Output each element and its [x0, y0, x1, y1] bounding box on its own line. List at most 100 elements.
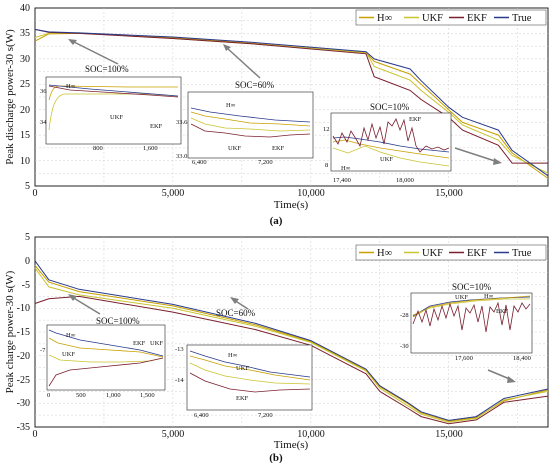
x-axis-label: Time(s): [274, 199, 309, 211]
lines-a: [34, 28, 549, 179]
ytick-label: 5: [25, 232, 30, 243]
ytick-label: 10: [20, 156, 30, 167]
legend-label: True: [512, 248, 532, 259]
inset-soc100: -7 0 500 1,000 1,500 H∞ UKF EKF UKF: [40, 324, 166, 399]
inset-xtick: 500: [76, 392, 86, 399]
arrowhead: [223, 44, 231, 51]
inset-line-ukf: [190, 117, 311, 132]
inset-line-hinf: [332, 139, 450, 159]
arrow: [454, 147, 499, 163]
inset-line-true: [332, 136, 450, 153]
inset-label: EKF: [272, 145, 285, 152]
inset-line-hinf: [189, 355, 311, 381]
inset-ytick: 34: [40, 119, 47, 126]
inset-label: UKF: [228, 145, 241, 152]
xtick-label: 5,000: [162, 429, 185, 440]
ytick-label: 15: [20, 130, 30, 141]
ytick-label: 25: [20, 79, 30, 90]
inset-ytick: 12: [323, 126, 330, 133]
xtick-label: 15,000: [435, 429, 463, 440]
inset-ytick: 33.0: [176, 153, 187, 160]
inset-label: EKF: [133, 340, 146, 347]
xtick-label: 10,000: [297, 188, 325, 199]
inset-line-ekf: [412, 301, 531, 333]
inset-xtick: 1,500: [140, 392, 155, 399]
inset-label: EKF: [150, 123, 163, 130]
inset-xtick: 6,400: [194, 412, 209, 419]
inset-xtick: 7,200: [258, 159, 273, 166]
inset-soc60: -13 -14 6,400 7,200 H∞ UKF EKF: [175, 344, 313, 419]
inset-frame: [45, 76, 182, 145]
inset-ytick: 36: [40, 88, 47, 95]
inset-label: EKF: [409, 116, 422, 123]
inset-xtick: 17,600: [455, 355, 473, 362]
inset-label: H∞: [341, 165, 351, 172]
inset-label: UKF: [150, 340, 163, 347]
inset-line-hinf: [190, 111, 311, 127]
xtick-label: 15,000: [435, 188, 463, 199]
xtick-label: 0: [33, 429, 38, 440]
inset-label: H∞: [228, 352, 238, 359]
series-line-true: [34, 260, 549, 421]
inset-xtick: 18,000: [396, 177, 414, 184]
inset-xtick: 0: [47, 392, 50, 399]
inset-label: UKF: [236, 365, 249, 372]
inset-line-ukf: [332, 145, 450, 167]
inset-xtick: 17,400: [333, 177, 351, 184]
inset-label: UKF: [62, 351, 75, 358]
inset-line-ekf: [190, 123, 311, 138]
legend-label: EKF: [467, 248, 487, 259]
inset-label: UKF: [380, 156, 393, 163]
inset-xtick: 18,400: [513, 355, 531, 362]
inset-xtick: 7,200: [258, 412, 273, 419]
series-line-ekf: [34, 295, 549, 425]
inset-label: H∞: [226, 102, 236, 109]
ytick-label: -5: [22, 280, 30, 291]
panel-a: 5 10 15 20 25 30 35 40 0 5,000 10,000 15…: [4, 3, 549, 227]
arrowhead: [493, 158, 502, 165]
inset-xtick: 1,600: [143, 145, 158, 152]
legend-label: EKF: [467, 13, 487, 24]
arrow: [71, 296, 101, 315]
inset-line-ekf: [48, 357, 164, 387]
inset-label: H∞: [66, 83, 76, 90]
annotation-soc10: SOC=10%: [452, 282, 492, 292]
series-line-ukf: [34, 267, 549, 423]
xtick-label: 5,000: [162, 188, 185, 199]
inset-label: EKF: [496, 308, 509, 315]
annotation-soc100: SOC=100%: [96, 316, 140, 326]
inset-line-ukf: [412, 298, 530, 316]
inset-line-true: [190, 107, 311, 123]
inset-label: EKF: [236, 395, 249, 402]
inset-soc10: 12 8 17,400 18,000 H∞ UKF EKF: [323, 112, 452, 184]
inset-line-ekf: [332, 118, 450, 153]
ytick-label: 35: [20, 28, 30, 39]
legend: H∞ UKF EKF True: [355, 9, 547, 26]
legend: H∞ UKF EKF True: [355, 244, 547, 261]
inset-line-ukf: [48, 93, 179, 131]
ytick-label: -25: [17, 375, 30, 386]
inset-label: H∞: [484, 293, 494, 300]
inset-line-ekf: [189, 372, 311, 393]
inset-line-true: [48, 329, 164, 357]
inset-ytick: -14: [175, 377, 184, 384]
xtick-label: 10,000: [297, 429, 325, 440]
inset-label: UKF: [455, 294, 468, 301]
panel-caption: (b): [269, 452, 283, 463]
arrow: [71, 40, 119, 65]
arrowhead: [68, 294, 77, 301]
ytick-label: -10: [17, 303, 30, 314]
inset-line-true: [48, 84, 179, 97]
ytick-label: 20: [20, 105, 30, 116]
arrowhead: [230, 297, 239, 304]
x-axis-label: Time(s): [274, 439, 309, 451]
arrow: [226, 47, 261, 79]
ytick-label: 0: [25, 256, 30, 267]
inset-soc100: 36 34 800 1,600 H∞ UKF EKF: [40, 76, 182, 152]
y-axis-label: Peak charge power-30 s(W): [4, 270, 16, 393]
legend-label: UKF: [422, 248, 443, 259]
inset-ytick: -30: [400, 343, 409, 350]
series-line-ekf: [34, 28, 548, 164]
inset-line-ekf: [48, 85, 179, 98]
inset-xtick: 1,000: [106, 392, 121, 399]
